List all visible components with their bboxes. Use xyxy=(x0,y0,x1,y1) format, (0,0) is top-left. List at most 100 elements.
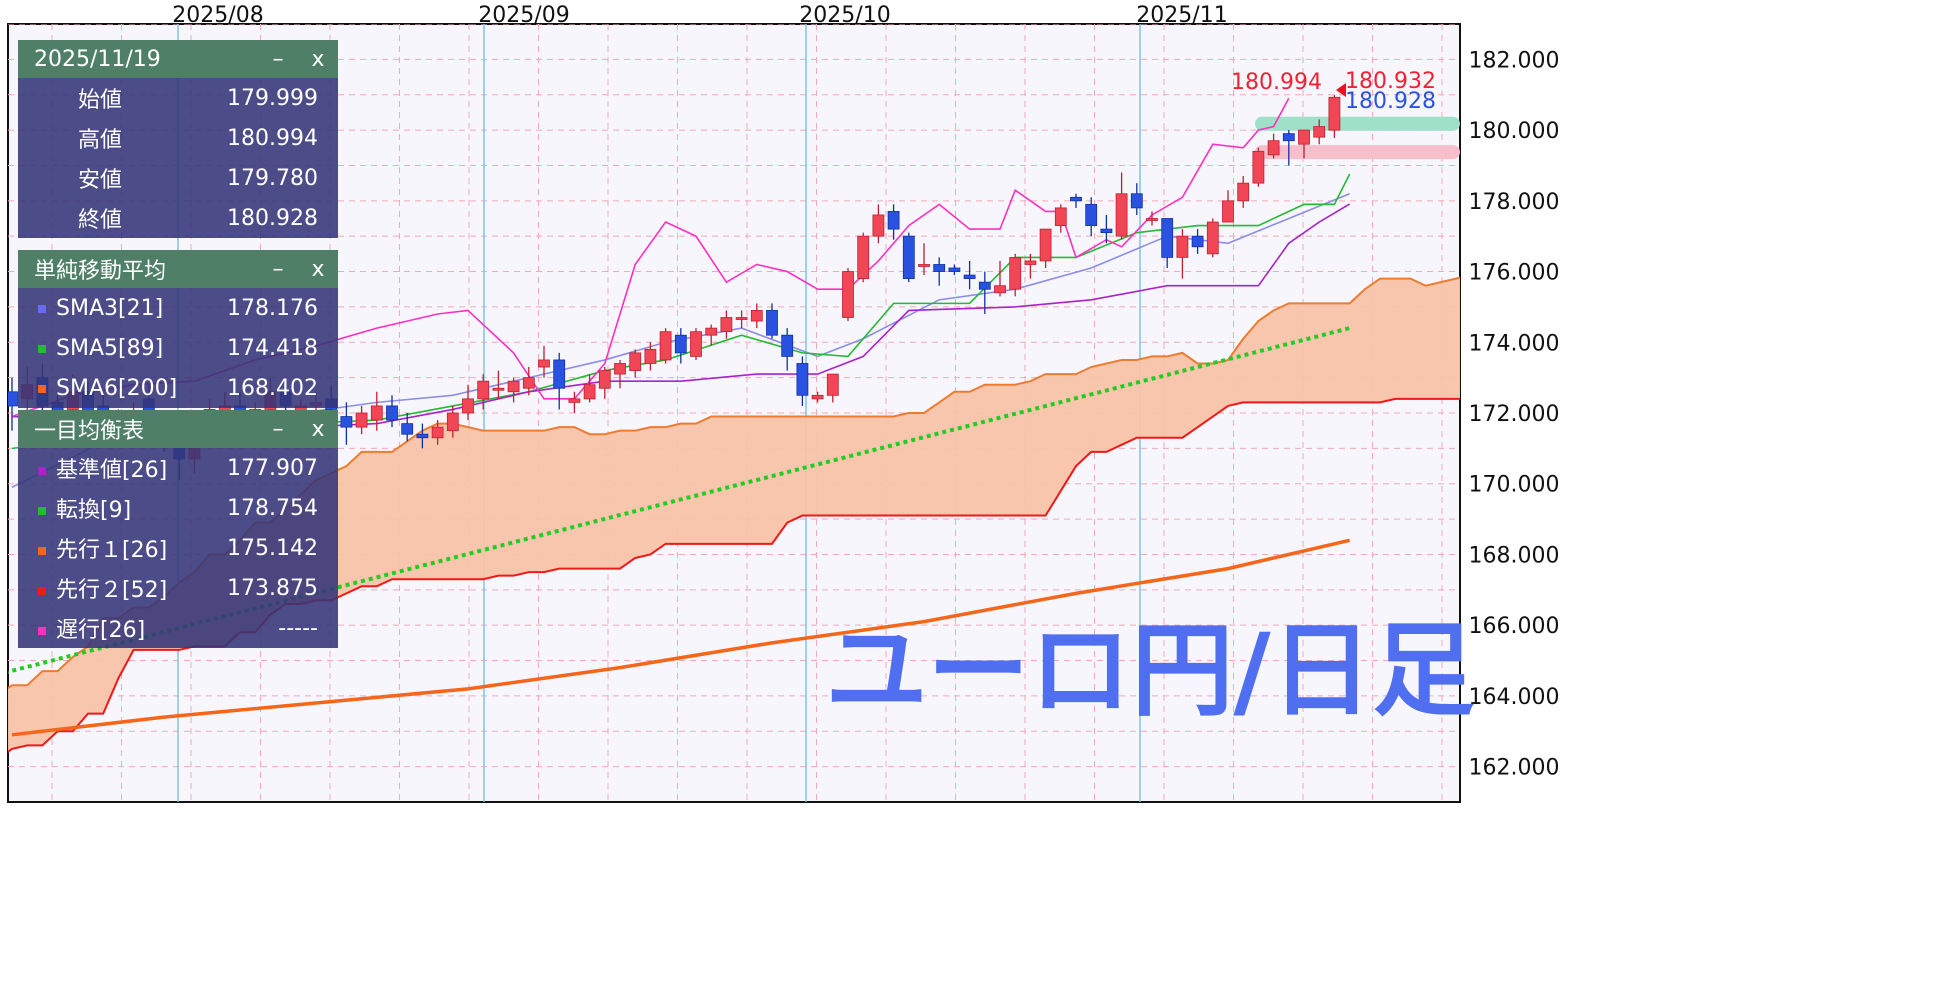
candle xyxy=(796,356,809,406)
candle-body xyxy=(1267,140,1280,156)
last-high-label: 180.994 xyxy=(1231,70,1322,95)
candle-body xyxy=(340,416,353,428)
panel-row: SMA3[21] 178.176 xyxy=(18,288,338,328)
candle xyxy=(811,391,824,403)
panel-row-value: ----- xyxy=(278,615,318,641)
panel-row-value: 180.994 xyxy=(227,125,318,151)
series-line-SMA6 xyxy=(11,538,1350,737)
candle xyxy=(1282,130,1295,166)
candle-body xyxy=(1206,221,1219,255)
y-axis-tick-label: 182.000 xyxy=(1469,48,1560,73)
x-axis-month-label: 2025/11 xyxy=(1136,3,1227,28)
panel-row-label: 遅行[26] xyxy=(38,612,145,644)
y-axis-tick-label: 172.000 xyxy=(1469,402,1560,427)
candle xyxy=(674,328,687,364)
candle xyxy=(386,395,398,428)
candle-body xyxy=(401,423,414,435)
close-button[interactable]: x xyxy=(311,416,325,442)
price-zone-highlight xyxy=(1255,145,1460,160)
panel-row: 先行１[26] 175.142 xyxy=(18,528,338,568)
candle-body xyxy=(416,433,429,439)
candle-body xyxy=(1222,200,1234,223)
candle xyxy=(614,359,626,389)
y-axis-tick-label: 164.000 xyxy=(1469,685,1560,710)
candle-body xyxy=(462,398,474,414)
series-line-SMA5 xyxy=(11,173,1351,450)
close-button[interactable]: x xyxy=(311,46,325,72)
ichimoku-panel: 一目均衡表 – x 基準値[26] 177.907 転換[9] 178.754 先行１[… xyxy=(18,410,338,648)
candle xyxy=(826,373,839,403)
candle xyxy=(766,303,778,339)
candle xyxy=(1222,190,1234,223)
candle xyxy=(918,243,930,276)
panel-row-label: 高値 xyxy=(78,122,122,154)
candle xyxy=(705,324,718,346)
candle-body xyxy=(553,359,566,389)
candle-body xyxy=(902,235,915,280)
panel-row: 基準値[26] 177.907 xyxy=(18,448,338,488)
minimize-button[interactable]: – xyxy=(272,416,284,442)
candle xyxy=(1206,218,1219,258)
panel-row-label-text: 終値 xyxy=(78,208,123,233)
ichimoku-panel-header: 一目均衡表 – x xyxy=(18,410,338,448)
minimize-button[interactable]: – xyxy=(272,256,284,282)
panel-row: 高値 180.994 xyxy=(18,118,338,158)
minimize-button[interactable]: – xyxy=(272,46,284,72)
series-color-swatch xyxy=(38,587,46,595)
panel-row-label-text: SMA3[21] xyxy=(56,295,164,321)
candle-body xyxy=(1161,218,1174,258)
candle-body xyxy=(842,271,854,318)
x-axis-month-label: 2025/10 xyxy=(799,3,890,28)
close-button[interactable]: x xyxy=(311,256,325,282)
candle-body xyxy=(811,394,824,400)
last-close-label: 180.932 xyxy=(1345,69,1436,94)
sma-panel: 単純移動平均 – x SMA3[21] 178.176 SMA5[89] 174.41… xyxy=(18,250,338,408)
panel-row-label-text: SMA6[200] xyxy=(56,375,178,401)
panel-row-label-text: 転換[9] xyxy=(56,498,132,523)
candle xyxy=(446,405,459,438)
candle xyxy=(8,377,18,431)
candle-body xyxy=(796,363,809,396)
candle-body xyxy=(933,264,946,272)
series-line-遅行 xyxy=(11,97,1290,418)
candle-body xyxy=(1191,235,1204,248)
panel-row: 安値 179.780 xyxy=(18,158,338,198)
candle-body xyxy=(477,380,490,400)
series-color-swatch xyxy=(38,507,46,515)
candle-body xyxy=(492,387,505,391)
candle xyxy=(1161,218,1174,269)
kumo-cloud-fill xyxy=(8,277,1460,752)
candle-body xyxy=(538,359,550,368)
candle xyxy=(1100,214,1113,244)
candle-body xyxy=(826,373,839,396)
candle-body xyxy=(690,331,702,357)
panel-row-label-text: SMA5[89] xyxy=(56,335,164,361)
candle-body xyxy=(750,310,763,322)
panel-row-label: 先行２[52] xyxy=(38,572,167,604)
candle xyxy=(1009,253,1022,297)
panel-row: 先行２[52] 173.875 xyxy=(18,568,338,608)
candle xyxy=(842,268,854,322)
panel-row-label-text: 先行２[52] xyxy=(56,578,168,603)
panel-row-label: SMA3[21] xyxy=(38,296,163,321)
panel-row-value: 168.402 xyxy=(227,375,318,401)
panel-row: 転換[9] 178.754 xyxy=(18,488,338,528)
candle xyxy=(1328,94,1341,138)
panel-row-label: SMA5[89] xyxy=(38,336,163,361)
candle xyxy=(902,232,915,283)
panel-row-value: 174.418 xyxy=(227,335,318,361)
candle-body xyxy=(446,412,459,432)
candle-body xyxy=(674,334,687,354)
candle xyxy=(1085,197,1098,237)
panel-row-label: 先行１[26] xyxy=(38,532,167,564)
series-color-swatch xyxy=(38,344,46,353)
candle-body xyxy=(629,352,642,371)
series-color-swatch xyxy=(38,547,46,555)
candle-body xyxy=(963,274,976,280)
candle xyxy=(750,303,763,329)
candle xyxy=(431,420,444,445)
panel-row-label: 転換[9] xyxy=(38,492,131,524)
candle xyxy=(538,345,550,378)
candle xyxy=(355,405,368,435)
candle xyxy=(401,413,414,442)
